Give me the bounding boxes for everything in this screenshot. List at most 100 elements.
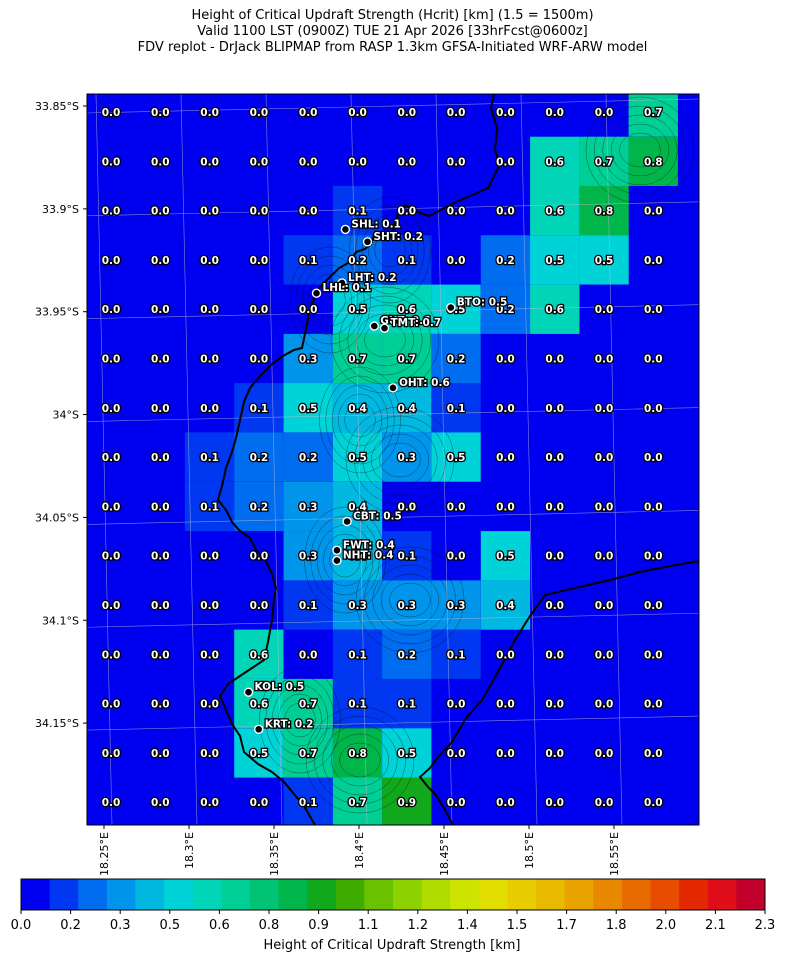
- grid-value-label: 0.0: [545, 748, 564, 760]
- colorbar-segment: [278, 879, 308, 910]
- contour-line: [379, 442, 421, 478]
- grid-value-label: 0.5: [250, 748, 269, 760]
- station-marker: [340, 224, 351, 235]
- grid-value-label: 0.0: [102, 403, 121, 415]
- grid-value-label: 0.6: [545, 156, 564, 168]
- grid-value-label: 0.0: [595, 304, 614, 316]
- grid-value-label: 0.1: [299, 797, 318, 809]
- contour-line: [610, 123, 670, 177]
- station-label: GUT: 0.6: [380, 315, 430, 327]
- grid-value-label: 0.4: [348, 501, 367, 513]
- grid-value-label: 0.7: [299, 748, 318, 760]
- colorbar-segment: [335, 879, 365, 910]
- grid-value-label: 0.8: [644, 156, 663, 168]
- contour-line: [594, 105, 686, 195]
- contour-line: [364, 322, 406, 358]
- heatmap-cell: [628, 136, 678, 186]
- grid-value-label: 0.0: [545, 649, 564, 661]
- longitude-tick-label: 18.45°E: [438, 832, 451, 876]
- grid-value-label: 0.0: [299, 304, 318, 316]
- contour-line: [380, 573, 440, 627]
- grid-value-label: 0.0: [496, 699, 515, 711]
- grid-value-label: 0.0: [545, 501, 564, 513]
- grid-value-label: 0.0: [644, 354, 663, 366]
- heatmap-cell: [382, 284, 432, 334]
- colorbar-tick-label: 2.1: [705, 918, 726, 933]
- latitude-tick-label: 33.95°S: [35, 306, 79, 319]
- station-marker: [388, 383, 398, 393]
- grid-value-label: 0.0: [644, 255, 663, 267]
- contour-line: [370, 433, 430, 487]
- contour-line: [602, 114, 678, 186]
- colorbar-segment: [679, 879, 709, 910]
- grid-value-label: 0.0: [299, 649, 318, 661]
- grid-value-label: 0.0: [644, 206, 663, 218]
- title-line-2: Valid 1100 LST (0900Z) TUE 21 Apr 2026 […: [197, 24, 588, 39]
- grid-value-label: 0.0: [644, 403, 663, 415]
- grid-value-label: 0.0: [200, 600, 219, 612]
- contour-line: [354, 415, 446, 505]
- colorbar-segment: [593, 879, 623, 910]
- grid-value-label: 0.0: [447, 501, 466, 513]
- colorbar-segment: [221, 879, 251, 910]
- grid-value-label: 0.0: [545, 452, 564, 464]
- grid-value-label: 0.0: [595, 452, 614, 464]
- station-label: FWT: 0.4: [343, 539, 395, 551]
- colorbar-tick-label: 1.8: [606, 918, 627, 933]
- grid-value-label: 0.0: [447, 551, 466, 563]
- grid-value-label: 0.7: [348, 797, 367, 809]
- grid-value-label: 0.1: [397, 699, 416, 711]
- colorbar-tick-label: 1.2: [407, 918, 428, 933]
- grid-value-label: 0.6: [250, 649, 269, 661]
- colorbar-segment: [536, 879, 566, 910]
- coastline-east: [418, 560, 699, 825]
- contour-line: [368, 223, 412, 277]
- colorbar-segment: [21, 879, 51, 910]
- colorbar-tick-label: 0.2: [60, 918, 81, 933]
- longitude-tick-label: 18.35°E: [268, 832, 281, 876]
- contour-line: [301, 264, 359, 336]
- grid-value-label: 0.5: [447, 452, 466, 464]
- colorbar-segment: [707, 879, 737, 910]
- heatmap-cell: [480, 531, 531, 581]
- latitude-gridline: [87, 201, 699, 217]
- colorbar: 0.0 0.2 0.3 0.5 0.6 0.8 0.9 1.1 1.2 1.4 1.5 1.7 1.8 2…: [11, 878, 775, 933]
- grid-value-label: 0.0: [151, 206, 170, 218]
- grid-value-label: 0.0: [545, 551, 564, 563]
- grid-value-label: 0.2: [299, 452, 318, 464]
- heatmap-cell: [530, 235, 580, 285]
- colorbar-segment: [478, 879, 508, 910]
- latitude-gridline: [87, 98, 699, 114]
- grid-value-label: 0.0: [397, 501, 416, 513]
- contour-line: [295, 255, 365, 345]
- grid-value-label: 0.2: [496, 255, 515, 267]
- contour-line: [330, 286, 440, 394]
- grid-value-label: 0.0: [644, 452, 663, 464]
- latitude-tick-label: 34.05°S: [35, 511, 79, 524]
- heatmap-cell: [382, 728, 432, 778]
- contour-line: [310, 515, 380, 605]
- longitude-tick-label: 18.5°E: [523, 832, 536, 869]
- latitude-gridline: [87, 407, 699, 422]
- heatmap-cell: [283, 777, 333, 825]
- station-label: NHT: 0.4: [343, 550, 394, 562]
- latitude-gridline: [87, 304, 699, 319]
- grid-value-label: 0.0: [102, 452, 121, 464]
- station-label: KRT: 0.2: [265, 718, 314, 730]
- grid-value-label: 0.5: [545, 255, 564, 267]
- coastline: [216, 94, 699, 825]
- station-marker: [369, 321, 379, 331]
- heatmap-cell: [382, 629, 432, 679]
- grid-value-label: 0.1: [397, 551, 416, 563]
- heatmap-cell: [530, 136, 580, 186]
- contour-line: [364, 555, 456, 645]
- grid-value-label: 0.3: [397, 452, 416, 464]
- latitude-tick-label: 34.15°S: [35, 717, 79, 730]
- grid-value-label: 0.0: [151, 699, 170, 711]
- longitude-gridline: [95, 94, 113, 825]
- grid-value-label: 0.0: [644, 797, 663, 809]
- grid-value-label: 0.0: [151, 255, 170, 267]
- grid-value-label: 0.5: [348, 452, 367, 464]
- grid-value-label: 0.0: [151, 797, 170, 809]
- station-marker: [311, 288, 322, 298]
